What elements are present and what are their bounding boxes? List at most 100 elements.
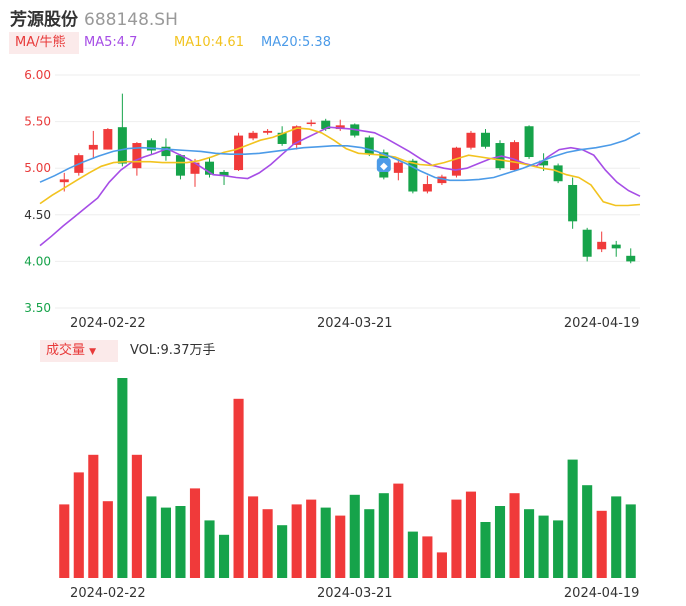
candle-body[interactable] xyxy=(510,142,520,171)
volume-x-tick-label: 2024-02-22 xyxy=(70,586,146,601)
volume-bar[interactable] xyxy=(248,496,259,578)
candle-body[interactable] xyxy=(146,140,156,151)
candle-body[interactable] xyxy=(437,176,447,184)
volume-bar[interactable] xyxy=(524,509,535,578)
volume-bar[interactable] xyxy=(364,509,375,578)
volume-bar[interactable] xyxy=(436,552,447,578)
candle-body[interactable] xyxy=(117,127,127,164)
candle-body[interactable] xyxy=(277,132,287,144)
volume-bar[interactable] xyxy=(378,493,389,578)
y-tick-label: 6.00 xyxy=(24,68,51,82)
candle-body[interactable] xyxy=(306,122,316,125)
x-tick-label: 2024-04-19 xyxy=(564,316,640,331)
volume-bar[interactable] xyxy=(596,510,607,578)
candle-body[interactable] xyxy=(480,132,490,147)
candle-body[interactable] xyxy=(364,137,374,155)
stock-name: 芳源股份 xyxy=(10,10,78,30)
candle-body[interactable] xyxy=(335,125,345,130)
ma-indicator-tab[interactable]: MA/牛熊 xyxy=(9,32,79,54)
candle-body[interactable] xyxy=(495,143,505,169)
candle-body[interactable] xyxy=(539,160,549,166)
volume-bar[interactable] xyxy=(59,504,70,578)
volume-bar[interactable] xyxy=(146,496,157,578)
candle-body[interactable] xyxy=(161,146,171,157)
volume-bar[interactable] xyxy=(262,509,273,578)
volume-x-tick-label: 2024-04-19 xyxy=(564,586,640,601)
volume-value: VOL:9.37万手 xyxy=(130,343,216,358)
candle-body[interactable] xyxy=(292,126,302,145)
x-tick-label: 2024-02-22 xyxy=(70,316,146,331)
volume-indicator-tab[interactable]: 成交量 ▼ xyxy=(40,340,118,362)
volume-bar[interactable] xyxy=(320,507,331,578)
volume-bar[interactable] xyxy=(538,515,549,578)
y-tick-label: 5.00 xyxy=(24,161,51,175)
volume-bar[interactable] xyxy=(160,507,171,578)
volume-bar[interactable] xyxy=(451,499,462,578)
volume-bar[interactable] xyxy=(422,536,433,578)
candle-body[interactable] xyxy=(524,126,534,158)
candle-body[interactable] xyxy=(568,184,578,222)
candle-body[interactable] xyxy=(451,147,461,176)
candle-body[interactable] xyxy=(205,161,215,175)
ma5-legend: MA5:4.7 xyxy=(84,35,138,50)
volume-bar[interactable] xyxy=(306,499,317,578)
event-marker-glyph: ◆ xyxy=(380,161,388,172)
candle-body[interactable] xyxy=(88,144,98,150)
volume-bar[interactable] xyxy=(189,488,201,578)
y-tick-label: 4.00 xyxy=(24,254,51,268)
dropdown-arrow-icon: ▼ xyxy=(89,347,97,357)
candle-body[interactable] xyxy=(219,171,229,176)
candle-body[interactable] xyxy=(611,244,621,249)
volume-bar[interactable] xyxy=(73,472,84,578)
ma10-legend: MA10:4.61 xyxy=(174,35,244,50)
candle-body[interactable] xyxy=(466,132,476,148)
volume-bar[interactable] xyxy=(509,493,520,578)
event-marker-icon[interactable] xyxy=(376,157,391,172)
volume-bar[interactable] xyxy=(393,483,404,578)
candle-body[interactable] xyxy=(553,165,563,182)
candle-body[interactable] xyxy=(393,162,403,173)
volume-bar[interactable] xyxy=(407,531,418,578)
stock-header: 芳源股份 688148.SH xyxy=(10,5,178,30)
y-tick-label: 3.50 xyxy=(24,301,51,315)
candle-body[interactable] xyxy=(582,229,592,257)
candle-body[interactable] xyxy=(190,162,200,174)
candle-body[interactable] xyxy=(321,120,331,130)
volume-bar[interactable] xyxy=(117,378,128,578)
candle-body[interactable] xyxy=(422,184,432,192)
ma-line-ma20 xyxy=(39,132,641,183)
volume-bar[interactable] xyxy=(218,534,230,578)
candle-body[interactable] xyxy=(132,143,142,169)
candle-body[interactable] xyxy=(248,132,258,139)
volume-tab-label: 成交量 xyxy=(46,343,86,358)
candle-body[interactable] xyxy=(59,179,69,183)
volume-bar[interactable] xyxy=(349,494,360,578)
volume-bar[interactable] xyxy=(277,525,288,578)
volume-bar[interactable] xyxy=(204,520,215,578)
volume-x-tick-label: 2024-03-21 xyxy=(317,586,393,601)
volume-bar[interactable] xyxy=(233,398,244,578)
volume-bar[interactable] xyxy=(88,454,99,578)
ma-line-ma5 xyxy=(39,126,641,247)
volume-bar[interactable] xyxy=(582,485,593,578)
volume-bar[interactable] xyxy=(553,520,564,578)
candle-body[interactable] xyxy=(408,160,418,192)
candle-body[interactable] xyxy=(263,130,273,133)
volume-bar[interactable] xyxy=(175,506,186,578)
volume-bar[interactable] xyxy=(494,506,506,578)
volume-bar[interactable] xyxy=(465,491,477,578)
candle-body[interactable] xyxy=(626,255,636,262)
volume-bar[interactable] xyxy=(335,515,346,578)
volume-bar[interactable] xyxy=(611,496,622,578)
volume-bar[interactable] xyxy=(480,522,491,578)
volume-bar[interactable] xyxy=(102,501,113,578)
candle-body[interactable] xyxy=(597,241,607,250)
volume-bar[interactable] xyxy=(291,504,302,578)
volume-bar[interactable] xyxy=(567,459,578,578)
candle-body[interactable] xyxy=(103,129,113,150)
volume-bar[interactable] xyxy=(625,504,636,578)
volume-bar[interactable] xyxy=(131,454,142,578)
candle-body[interactable] xyxy=(234,135,244,171)
candle-body[interactable] xyxy=(175,155,185,176)
